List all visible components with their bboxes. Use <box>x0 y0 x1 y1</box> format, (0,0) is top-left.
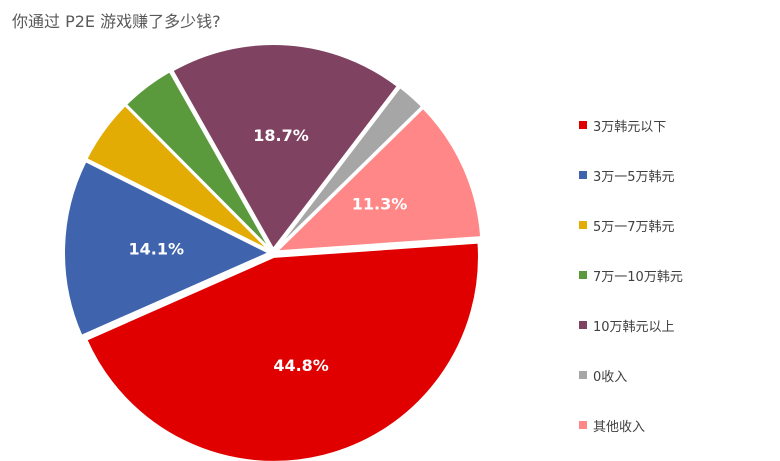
legend-item: 7万一10万韩元 <box>579 250 683 300</box>
pie-slice <box>85 103 271 252</box>
legend-swatch <box>579 371 587 379</box>
legend-item: 10万韩元以上 <box>579 300 683 350</box>
legend-swatch <box>579 271 587 279</box>
legend-item: 3万一5万韩元 <box>579 150 683 200</box>
slice-data-label: 11.3% <box>352 195 408 214</box>
chart-legend: 3万韩元以下 3万一5万韩元 5万一7万韩元 7万一10万韩元 10万韩元以上 0收入其他… <box>579 100 683 450</box>
legend-swatch <box>579 121 587 129</box>
legend-item: 其他收入 <box>579 400 683 450</box>
pie-slice <box>274 106 483 253</box>
legend-label: 10万韩元以上 <box>593 319 675 335</box>
legend-label: 其他收入 <box>593 419 646 435</box>
pie-slice <box>274 85 424 251</box>
pie-slice <box>63 159 272 338</box>
legend-swatch <box>579 221 587 229</box>
slice-data-label: 18.7% <box>253 126 309 145</box>
legend-label: 3万韩元以下 <box>593 119 667 135</box>
pie-slice <box>124 69 272 251</box>
chart-title: 你通过 P2E 游戏赚了多少钱? <box>12 12 221 31</box>
legend-swatch <box>579 321 587 329</box>
legend-label: 5万一7万韩元 <box>593 219 675 235</box>
legend-item: 5万一7万韩元 <box>579 200 683 250</box>
pie-slice <box>171 43 400 251</box>
legend-label: 7万一10万韩元 <box>593 269 683 285</box>
slice-data-label: 14.1% <box>129 240 185 259</box>
pie-slice <box>85 241 480 461</box>
legend-item: 3万韩元以下 <box>579 100 683 150</box>
slice-data-label: 44.8% <box>273 356 329 375</box>
legend-item: 0收入 <box>579 350 683 400</box>
legend-swatch <box>579 421 587 429</box>
legend-label: 0收入 <box>593 369 628 385</box>
legend-label: 3万一5万韩元 <box>593 169 675 185</box>
legend-swatch <box>579 171 587 179</box>
